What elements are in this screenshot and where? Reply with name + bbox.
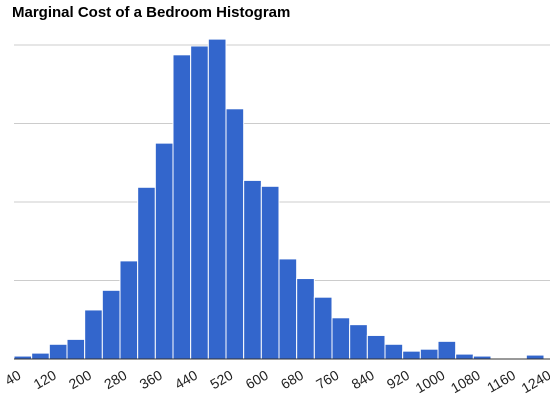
histogram-bar [172,54,192,360]
x-tick-label: 280 [101,367,129,393]
x-tick-label: 1240 [519,367,550,397]
histogram-bar [243,179,262,360]
x-tick-label: 520 [207,367,235,393]
histogram-bar [349,324,368,360]
x-tick-label: 200 [66,367,94,393]
histogram-bar [225,108,245,360]
histogram-bar [137,186,156,360]
histogram-bar [190,45,209,360]
histogram-bar [66,338,86,360]
histogram-bar [525,354,545,360]
histogram-bar [384,343,404,360]
histogram-bar [419,348,439,360]
x-tick-label: 920 [384,367,412,393]
x-tick-label: 40 [2,367,24,389]
histogram-bar [154,142,174,360]
histogram-bar [331,317,351,360]
histogram-bar [455,353,474,360]
histogram-bar [101,289,121,360]
histogram-bar [207,38,227,360]
x-tick-label: 1000 [413,367,448,397]
x-tick-label: 120 [31,367,59,393]
x-tick-label: 680 [278,367,306,393]
histogram-bar [278,258,298,360]
x-tick-label: 840 [349,367,377,393]
histogram-bar [84,309,103,360]
histogram-bar [296,278,315,360]
histogram-bar [437,340,457,360]
x-tick-label: 1160 [484,367,518,396]
x-tick-label: 360 [137,367,165,393]
histogram-bar [313,296,333,360]
histogram-bar [260,185,280,360]
x-tick-label: 760 [313,367,341,393]
histogram-bar [119,260,139,360]
histogram-bar [402,350,421,360]
x-tick-labels: 40 120 200 280 360 440 520 600 680 760 840 920 1000 1… [2,367,550,397]
histogram-bar [31,352,50,360]
x-tick-label: 1080 [448,367,483,397]
gridlines [14,44,550,281]
histogram-bar [366,334,386,360]
bars [13,38,545,360]
chart-title: Marginal Cost of a Bedroom Histogram [12,4,291,21]
x-tick-label: 440 [172,367,200,393]
histogram-bar [48,343,68,360]
x-tick-label: 600 [243,367,271,393]
